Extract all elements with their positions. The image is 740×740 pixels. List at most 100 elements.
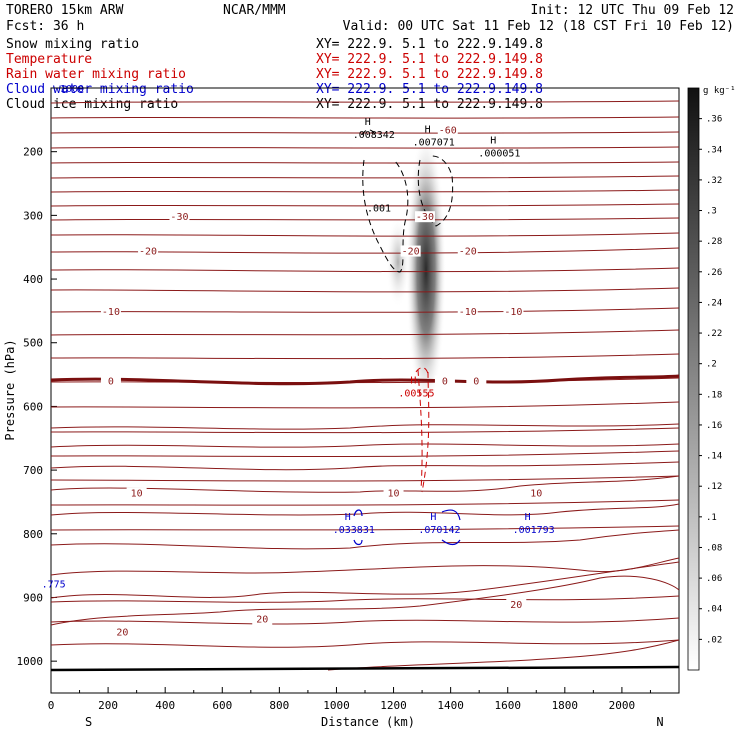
isotherm-label-bg [100,375,121,387]
forecast-hour: Fcst: 36 h [6,19,84,34]
colorbar-tick-label: .06 [706,574,722,584]
maximum-marker: H [410,376,416,387]
legend-label: Cloud ice mixing ratio [6,97,178,112]
y-tick-label: 400 [23,273,43,286]
isotherm-label: -30 [170,212,188,223]
colorbar-tick-label: .02 [706,635,722,645]
isotherm-label-bg [506,599,527,611]
isotherm-label: 20 [256,615,268,626]
x-tick-label: 1200 [380,699,407,712]
isotherm-label: 0 [442,376,448,387]
x-tick-label: 200 [98,699,118,712]
maximum-value: .001793 [513,525,555,536]
legend-label: Cloud water mixing ratio [6,82,194,97]
isotherm-label-bg [126,487,147,499]
valid-time: Valid: 00 UTC Sat 11 Feb 12 (18 CST Fri … [343,19,734,34]
legend-label: Rain water mixing ratio [6,67,186,82]
x-tick-label: 1400 [437,699,464,712]
maximum-value: .008342 [353,130,395,141]
legend-xy: XY= 222.9. 5.1 to 222.9.149.8 [316,52,543,67]
isotherm-label-bg [138,245,159,257]
y-tick-label: 1000 [17,655,44,668]
x-tick-label: 1600 [494,699,521,712]
y-tick-label: 500 [23,337,43,350]
maximum-value: .00555 [398,389,434,400]
maximum-value: .000051 [478,149,520,160]
isotherm-label-bg [437,124,458,136]
legend: Snow mixing ratio XY= 222.9. 5.1 to 222.9… [6,37,543,112]
isotherm-label: 20 [510,600,522,611]
y-tick-label: 200 [23,146,43,159]
isotherm-label-bg [466,375,487,387]
x-tick-label: 1000 [323,699,350,712]
colorbar-tick-label: .18 [706,390,722,400]
colorbar-tick-label: .34 [706,145,722,155]
y-tick-label: 900 [23,591,43,604]
x-tick-label: 2000 [609,699,636,712]
maximum-marker: H [365,117,371,128]
x-tick-label: 0 [48,699,55,712]
isotherm-label-bg [526,487,547,499]
maximum-value: .007071 [413,138,455,149]
colorbar-ticks: .02 .04 .06 .08 .1 .12 .14 .16 .18 .2 .22 .24 .26 .28… [699,115,722,645]
isotherm-label: -10 [102,307,120,318]
org-label: NCAR/MMM [223,3,286,18]
isotherm-label-bg [383,487,404,499]
x-tick-label: 600 [212,699,232,712]
x-tick-label: 1800 [552,699,579,712]
colorbar [687,87,700,671]
y-tick-label: 800 [23,528,43,541]
colorbar-tick-label: .04 [706,605,722,615]
isotherm-label-bg [457,306,478,318]
legend-label: Snow mixing ratio [6,37,139,52]
maximum-value: .001 [367,203,391,214]
colorbar-tick-label: .12 [706,482,722,492]
colorbar-tick-label: .36 [706,115,722,125]
colorbar-tick-label: .2 [706,360,717,370]
isotherm-label: -10 [504,307,522,318]
colorbar-tick-label: .1 [706,513,717,523]
legend-xy: XY= 222.9. 5.1 to 222.9.149.8 [316,82,543,97]
maximum-marker: H [425,125,431,136]
y-axis-label: Pressure (hPa) [3,339,17,440]
axis-ticks: 0 200 400 600 800 1000 1200 1400 1600 1800 2000200… [17,146,651,712]
surface-line [50,665,680,672]
isotherm-label-bg [503,306,524,318]
colorbar-tick-label: .22 [706,329,722,339]
isotherm-label-bg [414,211,435,223]
snow-shading-core [406,130,446,410]
isotherm-label: 0 [473,376,479,387]
legend-xy: XY= 222.9. 5.1 to 222.9.149.8 [316,97,543,112]
isotherm-label: -20 [459,247,477,258]
north-label: N [656,715,663,729]
colorbar-unit: g kg⁻¹ [703,86,736,96]
isotherm-label-bg [169,211,190,223]
isotherm-label: -20 [402,247,420,258]
x-axis-label: Distance (km) [321,715,415,729]
isotherm-label: -10 [459,307,477,318]
snow-shading-secondary [386,216,410,308]
x-tick-label: 400 [155,699,175,712]
zero-degree-isotherm [50,374,680,386]
colorbar-tick-label: .14 [706,452,722,462]
isotherm-label-bg [457,245,478,257]
cloud-water-contours [353,509,461,546]
y-tick-label: 600 [23,400,43,413]
isotherm-label: -20 [139,247,157,258]
colorbar-tick-label: .3 [706,207,717,217]
isotherm-label: -60 [439,126,457,137]
colorbar-tick-label: .26 [706,268,722,278]
y-tick-label: 700 [23,464,43,477]
maximum-marker: H [525,512,531,523]
maximum-marker: H [345,512,351,523]
maximum-value: .033831 [333,525,375,536]
isotherm-label: 0 [108,376,114,387]
init-time: Init: 12 UTC Thu 09 Feb 12 [531,3,735,18]
overlap-artifact: 1000 [60,84,84,95]
y-tick-label: 300 [23,209,43,222]
annotations: -60 -30 -30 -20 -20 -20 -10 -10 -10 0 0 0 10 10 10 20 20… [42,117,555,638]
isotherm-label-bg [100,306,121,318]
maximum-value: .070142 [418,525,460,536]
isotherm-label: 10 [530,489,542,500]
